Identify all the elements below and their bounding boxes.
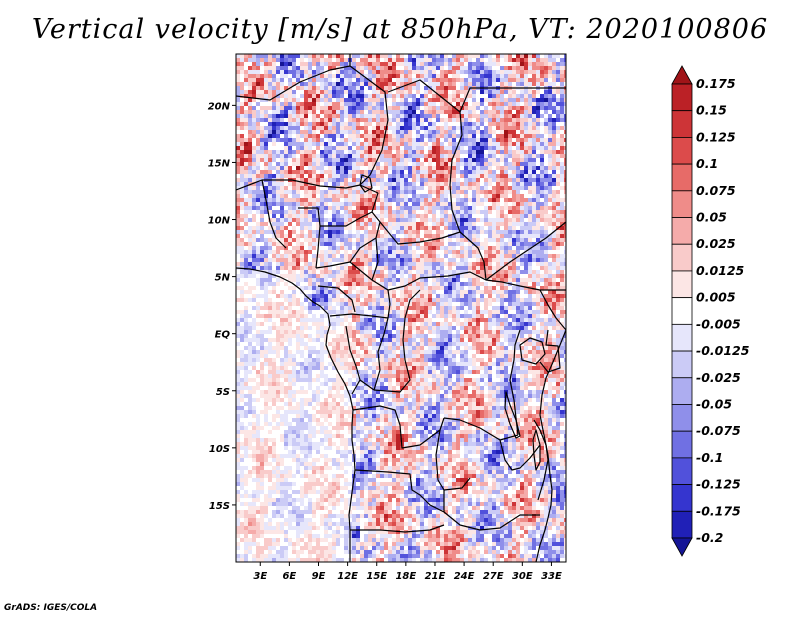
y-axis: 20N 15N 10N 5N EQ 5S 10S 15S	[208, 101, 236, 512]
colorbar-label: 0.075	[696, 183, 736, 198]
x-tick-label: 15E	[366, 571, 387, 582]
coastline	[236, 267, 356, 562]
colorbar-label: -0.005	[696, 316, 741, 331]
colorbar-swatch	[671, 217, 693, 245]
x-axis: 3E 6E 9E 12E 15E 18E 21E 24E 27E 30E 33E	[253, 562, 562, 582]
colorbar-swatch	[671, 83, 693, 112]
y-tick-label: 15S	[209, 501, 230, 512]
colorbar-swatch	[671, 297, 693, 325]
colorbar-swatch	[671, 323, 693, 352]
colorbar-label: 0.125	[696, 129, 736, 144]
colorbar-extend-bottom	[671, 537, 693, 557]
x-tick-label: 12E	[337, 571, 358, 582]
x-tick-label: 33E	[541, 571, 562, 582]
x-tick-label: 24E	[454, 571, 475, 582]
colorbar-swatch	[671, 350, 693, 379]
colorbar-label: -0.0125	[696, 343, 750, 358]
colorbar-label: -0.1	[696, 450, 723, 465]
country-borders	[236, 54, 566, 562]
colorbar-label: 0.025	[696, 236, 736, 251]
colorbar-swatch	[671, 190, 693, 218]
colorbar-swatch	[671, 430, 693, 459]
colorbar-swatch	[671, 457, 693, 485]
plot-frame	[235, 53, 567, 563]
y-tick-label: 5N	[215, 273, 231, 284]
x-tick-label: 30E	[512, 571, 533, 582]
colorbar: 0.175 0.15 0.125 0.1 0.075 0.05 0.025 0.0125 0.0…	[671, 65, 750, 557]
colorbar-label: -0.175	[696, 503, 741, 518]
colorbar-swatch	[671, 484, 693, 512]
colorbar-label: -0.125	[696, 477, 741, 492]
y-tick-label: 15N	[208, 158, 231, 169]
x-tick-label: 21E	[425, 571, 446, 582]
colorbar-swatch	[671, 243, 693, 272]
colorbar-label: -0.05	[696, 396, 732, 411]
colorbar-label: 0.05	[696, 210, 727, 225]
colorbar-swatch	[671, 163, 693, 192]
y-tick-label: 10N	[208, 216, 231, 227]
colorbar-swatch	[671, 377, 693, 405]
colorbar-swatch	[671, 270, 693, 299]
colorbar-label: 0.175	[696, 76, 736, 91]
x-tick-label: 9E	[312, 571, 326, 582]
colorbar-swatch	[671, 110, 693, 138]
y-tick-label: 5S	[216, 387, 230, 398]
y-tick-label: 10S	[209, 444, 230, 455]
colorbar-label: 0.1	[696, 156, 718, 171]
colorbar-label: 0.15	[696, 103, 727, 118]
colorbar-label: 0.0125	[696, 263, 745, 278]
colorbar-swatch	[671, 137, 693, 165]
x-tick-label: 3E	[253, 571, 267, 582]
colorbar-swatch	[671, 404, 693, 432]
x-tick-label: 6E	[282, 571, 296, 582]
chart-title: Vertical velocity [m/s] at 850hPa, VT: 2…	[31, 14, 769, 45]
colorbar-extend-top	[671, 65, 693, 85]
colorbar-swatch	[671, 510, 693, 539]
east-coastline	[535, 329, 566, 562]
y-tick-label: 20N	[208, 101, 231, 112]
colorbar-label: -0.025	[696, 370, 741, 385]
colorbar-label: 0.005	[696, 290, 736, 305]
x-tick-label: 18E	[395, 571, 416, 582]
velocity-field	[236, 54, 566, 562]
colorbar-label: -0.075	[696, 423, 741, 438]
grads-credit: GrADS: IGES/COLA	[4, 603, 98, 613]
y-tick-label: EQ	[215, 330, 231, 341]
x-tick-label: 27E	[483, 571, 504, 582]
colorbar-label: -0.2	[696, 530, 723, 545]
